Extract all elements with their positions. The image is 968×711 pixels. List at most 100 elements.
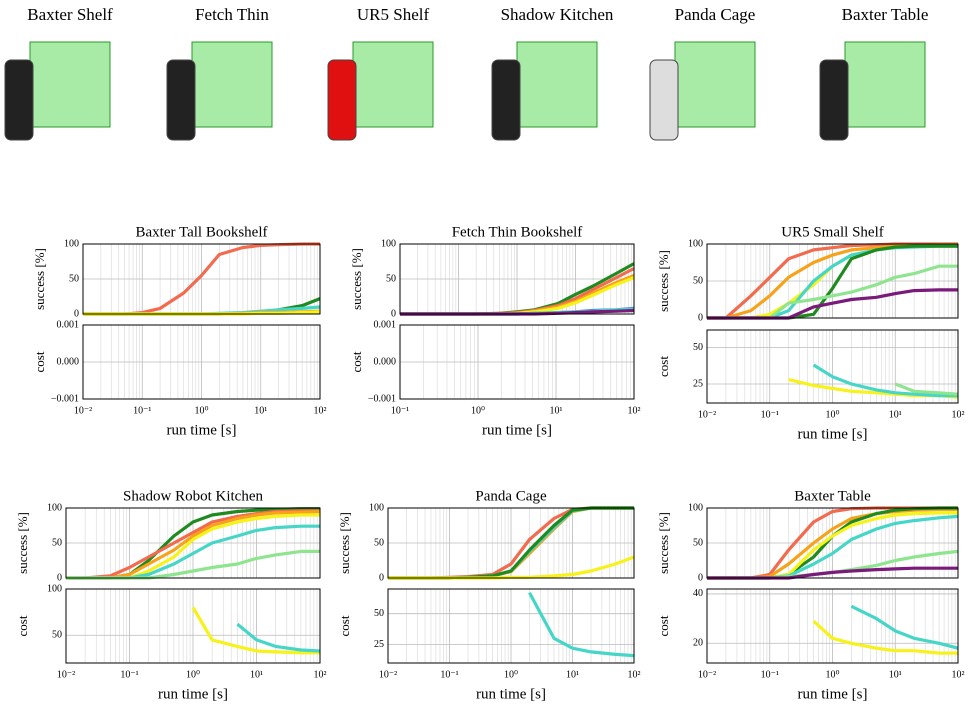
y-tick-label: 50	[374, 537, 384, 548]
x-tick-label: 10⁰	[186, 669, 200, 680]
x-tick-label: 10⁻²	[74, 405, 92, 416]
x-tick-label: 10²	[628, 669, 641, 680]
y-axis-label: cost	[32, 351, 47, 372]
y-tick-label: 100	[47, 502, 62, 513]
scene-robot	[492, 60, 520, 140]
y-tick-label: 25	[693, 378, 703, 389]
y-tick-label: 100	[64, 238, 79, 249]
y-tick-label: 50	[52, 537, 62, 548]
scene-robot	[650, 60, 678, 140]
y-tick-label: 25	[374, 639, 384, 650]
y-tick-label: −0.001	[51, 393, 79, 404]
y-tick-label: 20	[693, 638, 703, 649]
y-axis-label: success [%]	[349, 248, 364, 310]
y-tick-label: 0	[379, 572, 384, 583]
x-tick-label: 10²	[628, 405, 641, 416]
x-tick-label: 10⁻¹	[761, 409, 779, 420]
scene-label: Fetch Thin	[195, 5, 269, 24]
scene-label: Shadow Kitchen	[501, 5, 614, 24]
x-axis-label: run time [s]	[482, 422, 552, 438]
x-tick-label: 10²	[314, 669, 327, 680]
y-tick-label: 100	[47, 583, 62, 594]
figure: Baxter Shelf Fetch Thin UR5 Shelf Shadow Ki…	[0, 0, 968, 711]
scene-obstacle	[845, 42, 925, 127]
y-tick-label: 0.001	[57, 319, 80, 330]
scene-label: Baxter Shelf	[27, 5, 113, 24]
y-tick-label: 100	[688, 238, 703, 249]
scene-obstacle	[675, 42, 755, 127]
y-tick-label: 50	[693, 342, 703, 353]
chart-title: Panda Cage	[475, 488, 547, 504]
y-tick-label: 100	[369, 502, 384, 513]
y-tick-label: 40	[693, 588, 703, 599]
y-tick-label: 50	[374, 608, 384, 619]
x-tick-label: 10¹	[889, 409, 902, 420]
x-tick-label: 10⁻²	[57, 669, 75, 680]
y-tick-label: 100	[688, 502, 703, 513]
y-tick-label: 50	[693, 537, 703, 548]
x-tick-label: 10¹	[550, 405, 563, 416]
y-tick-label: 50	[69, 273, 79, 284]
y-tick-label: 0.000	[57, 356, 80, 367]
y-tick-label: −0.001	[368, 393, 396, 404]
scene-robot	[328, 60, 356, 140]
x-tick-label: 10⁻²	[379, 669, 397, 680]
chart-title: UR5 Small Shelf	[781, 224, 884, 240]
scene-label: UR5 Shelf	[357, 5, 430, 24]
x-tick-label: 10⁰	[504, 669, 518, 680]
x-tick-label: 10⁰	[825, 409, 839, 420]
y-axis-label: cost	[656, 615, 671, 636]
x-tick-label: 10⁻¹	[391, 405, 409, 416]
x-tick-label: 10¹	[250, 669, 263, 680]
chart-title: Baxter Tall Bookshelf	[136, 224, 268, 240]
x-axis-label: run time [s]	[167, 422, 237, 438]
x-tick-label: 10⁻¹	[440, 669, 458, 680]
y-tick-label: 50	[386, 273, 396, 284]
y-axis-label: success [%]	[337, 512, 352, 574]
scene-obstacle	[30, 42, 110, 127]
scene-robot	[5, 60, 33, 140]
y-axis-label: success [%]	[15, 512, 30, 574]
scene-obstacle	[192, 42, 272, 127]
y-axis-label: success [%]	[656, 512, 671, 574]
x-tick-label: 10⁻¹	[120, 669, 138, 680]
x-tick-label: 10¹	[566, 669, 579, 680]
x-tick-label: 10⁰	[194, 405, 208, 416]
y-tick-label: 0	[698, 312, 703, 323]
x-axis-label: run time [s]	[798, 426, 868, 442]
scene-obstacle	[353, 42, 433, 127]
y-axis-label: cost	[656, 356, 671, 377]
x-tick-label: 10²	[314, 405, 327, 416]
x-tick-label: 10⁻²	[698, 409, 716, 420]
scene-robot	[820, 60, 848, 140]
scene-label: Panda Cage	[675, 5, 756, 24]
chart-title: Baxter Table	[794, 488, 871, 504]
y-axis-label: cost	[337, 615, 352, 636]
y-tick-label: 0	[391, 308, 396, 319]
x-tick-label: 10¹	[254, 405, 267, 416]
y-axis-label: success [%]	[656, 250, 671, 312]
scene-label: Baxter Table	[842, 5, 929, 24]
y-tick-label: 50	[52, 630, 62, 641]
chart-title: Fetch Thin Bookshelf	[452, 224, 583, 240]
y-tick-label: 0.000	[374, 356, 397, 367]
x-tick-label: 10⁻¹	[761, 669, 779, 680]
x-tick-label: 10⁻²	[698, 669, 716, 680]
scene-obstacle	[517, 42, 597, 127]
y-tick-label: 100	[381, 238, 396, 249]
scene-robot	[167, 60, 195, 140]
x-tick-label: 10²	[952, 409, 965, 420]
x-tick-label: 10⁰	[471, 405, 485, 416]
y-axis-label: cost	[349, 351, 364, 372]
x-axis-label: run time [s]	[476, 686, 546, 702]
y-tick-label: 0	[57, 572, 62, 583]
x-tick-label: 10²	[952, 669, 965, 680]
x-tick-label: 10⁻¹	[133, 405, 151, 416]
y-tick-label: 0	[74, 308, 79, 319]
chart-title: Shadow Robot Kitchen	[123, 488, 263, 504]
x-axis-label: run time [s]	[158, 686, 228, 702]
y-tick-label: 50	[693, 275, 703, 286]
y-axis-label: success [%]	[32, 248, 47, 310]
y-tick-label: 0	[698, 572, 703, 583]
x-axis-label: run time [s]	[798, 686, 868, 702]
